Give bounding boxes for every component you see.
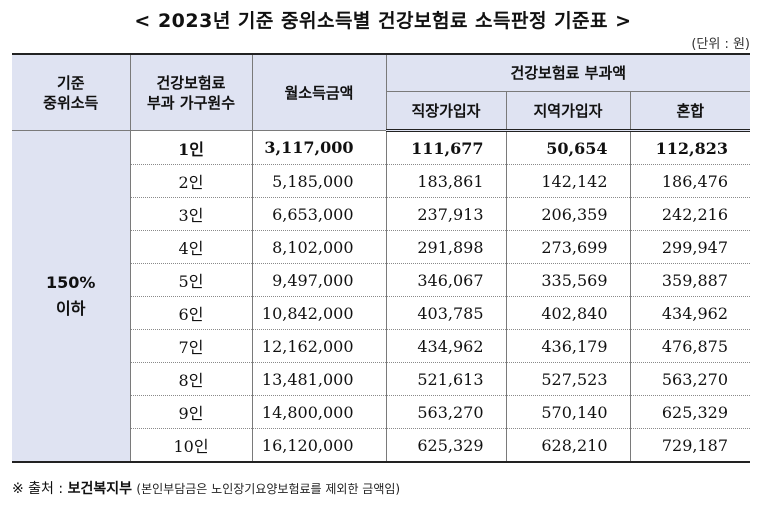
employee-premium-cell: 403,785 bbox=[385, 296, 507, 330]
employee-premium-cell: 111,677 bbox=[385, 130, 507, 165]
table-body: 150% 이하 1인 3,117,000 111,677 50,654 112,823 2인… bbox=[12, 130, 751, 463]
mixed-premium-cell: 563,270 bbox=[629, 362, 751, 396]
household-members-cell: 8인 bbox=[129, 362, 253, 396]
unit-label: (단위 : 원) bbox=[691, 37, 750, 52]
employee-premium-cell: 625,329 bbox=[385, 428, 507, 463]
household-members-cell: 9인 bbox=[129, 395, 253, 429]
header-regional: 지역가입자 bbox=[505, 91, 631, 132]
table-row: 7인 12,162,000 434,962 436,179 476,875 bbox=[12, 329, 751, 363]
monthly-income-cell: 6,653,000 bbox=[251, 197, 387, 231]
table-row: 6인 10,842,000 403,785 402,840 434,962 bbox=[12, 296, 751, 330]
regional-premium-cell: 402,840 bbox=[505, 296, 631, 330]
employee-premium-cell: 563,270 bbox=[385, 395, 507, 429]
household-members-cell: 1인 bbox=[129, 130, 253, 165]
mixed-premium-cell: 729,187 bbox=[629, 428, 751, 463]
source-footnote: (본인부담금은 노인장기요양보험료를 제외한 금액임) bbox=[136, 482, 401, 496]
source-note: ※ 출처 : 보건복지부 (본인부담금은 노인장기요양보험료를 제외한 금액임) bbox=[12, 478, 400, 498]
table-row: 150% 이하 1인 3,117,000 111,677 50,654 112,823 bbox=[12, 130, 751, 463]
table-row: 9인 14,800,000 563,270 570,140 625,329 bbox=[12, 395, 751, 429]
regional-premium-cell: 335,569 bbox=[505, 263, 631, 297]
monthly-income-cell: 12,162,000 bbox=[251, 329, 387, 363]
household-members-cell: 3인 bbox=[129, 197, 253, 231]
header-mixed: 혼합 bbox=[629, 91, 751, 132]
household-members-cell: 5인 bbox=[129, 263, 253, 297]
regional-premium-cell: 527,523 bbox=[505, 362, 631, 396]
employee-premium-cell: 521,613 bbox=[385, 362, 507, 396]
monthly-income-cell: 5,185,000 bbox=[251, 164, 387, 198]
income-criteria-table: 기준 중위소득 건강보험료 부과 가구원수 월소득금액 건강보험료 부과액 직장… bbox=[12, 53, 751, 463]
mixed-premium-cell: 625,329 bbox=[629, 395, 751, 429]
monthly-income-cell: 8,102,000 bbox=[251, 230, 387, 264]
household-members-cell: 7인 bbox=[129, 329, 253, 363]
table-row: 5인 9,497,000 346,067 335,569 359,887 bbox=[12, 263, 751, 297]
header-median-income: 기준 중위소득 bbox=[12, 53, 131, 131]
employee-premium-cell: 237,913 bbox=[385, 197, 507, 231]
household-members-cell: 10인 bbox=[129, 428, 253, 463]
header-monthly-income: 월소득금액 bbox=[251, 53, 387, 131]
regional-premium-cell: 142,142 bbox=[505, 164, 631, 198]
employee-premium-cell: 434,962 bbox=[385, 329, 507, 363]
mixed-premium-cell: 242,216 bbox=[629, 197, 751, 231]
page-title: < 2023년 기준 중위소득별 건강보험료 소득판정 기준표 > bbox=[134, 10, 632, 32]
mixed-premium-cell: 299,947 bbox=[629, 230, 751, 264]
mixed-premium-cell: 359,887 bbox=[629, 263, 751, 297]
regional-premium-cell: 50,654 bbox=[505, 130, 631, 165]
regional-premium-cell: 273,699 bbox=[505, 230, 631, 264]
group-label: 150% 이하 bbox=[12, 130, 131, 463]
regional-premium-cell: 206,359 bbox=[505, 197, 631, 231]
mixed-premium-cell: 476,875 bbox=[629, 329, 751, 363]
header-premium-amount: 건강보험료 부과액 bbox=[385, 53, 751, 92]
household-members-cell: 6인 bbox=[129, 296, 253, 330]
employee-premium-cell: 183,861 bbox=[385, 164, 507, 198]
regional-premium-cell: 628,210 bbox=[505, 428, 631, 463]
monthly-income-cell: 14,800,000 bbox=[251, 395, 387, 429]
employee-premium-cell: 291,898 bbox=[385, 230, 507, 264]
regional-premium-cell: 436,179 bbox=[505, 329, 631, 363]
source-name: 보건복지부 bbox=[67, 481, 132, 497]
source-label: ※ 출처 : bbox=[12, 481, 64, 497]
table-row: 3인 6,653,000 237,913 206,359 242,216 bbox=[12, 197, 751, 231]
mixed-premium-cell: 186,476 bbox=[629, 164, 751, 198]
mixed-premium-cell: 112,823 bbox=[629, 130, 751, 165]
mixed-premium-cell: 434,962 bbox=[629, 296, 751, 330]
employee-premium-cell: 346,067 bbox=[385, 263, 507, 297]
household-members-cell: 4인 bbox=[129, 230, 253, 264]
monthly-income-cell: 9,497,000 bbox=[251, 263, 387, 297]
monthly-income-cell: 16,120,000 bbox=[251, 428, 387, 463]
monthly-income-cell: 13,481,000 bbox=[251, 362, 387, 396]
header-household-members: 건강보험료 부과 가구원수 bbox=[129, 53, 253, 131]
table-row: 4인 8,102,000 291,898 273,699 299,947 bbox=[12, 230, 751, 264]
household-members-cell: 2인 bbox=[129, 164, 253, 198]
table-row: 2인 5,185,000 183,861 142,142 186,476 bbox=[12, 164, 751, 198]
table-row: 10인 16,120,000 625,329 628,210 729,187 bbox=[12, 428, 751, 463]
regional-premium-cell: 570,140 bbox=[505, 395, 631, 429]
monthly-income-cell: 3,117,000 bbox=[251, 130, 387, 165]
monthly-income-cell: 10,842,000 bbox=[251, 296, 387, 330]
header-employee: 직장가입자 bbox=[385, 91, 507, 132]
table-row: 8인 13,481,000 521,613 527,523 563,270 bbox=[12, 362, 751, 396]
